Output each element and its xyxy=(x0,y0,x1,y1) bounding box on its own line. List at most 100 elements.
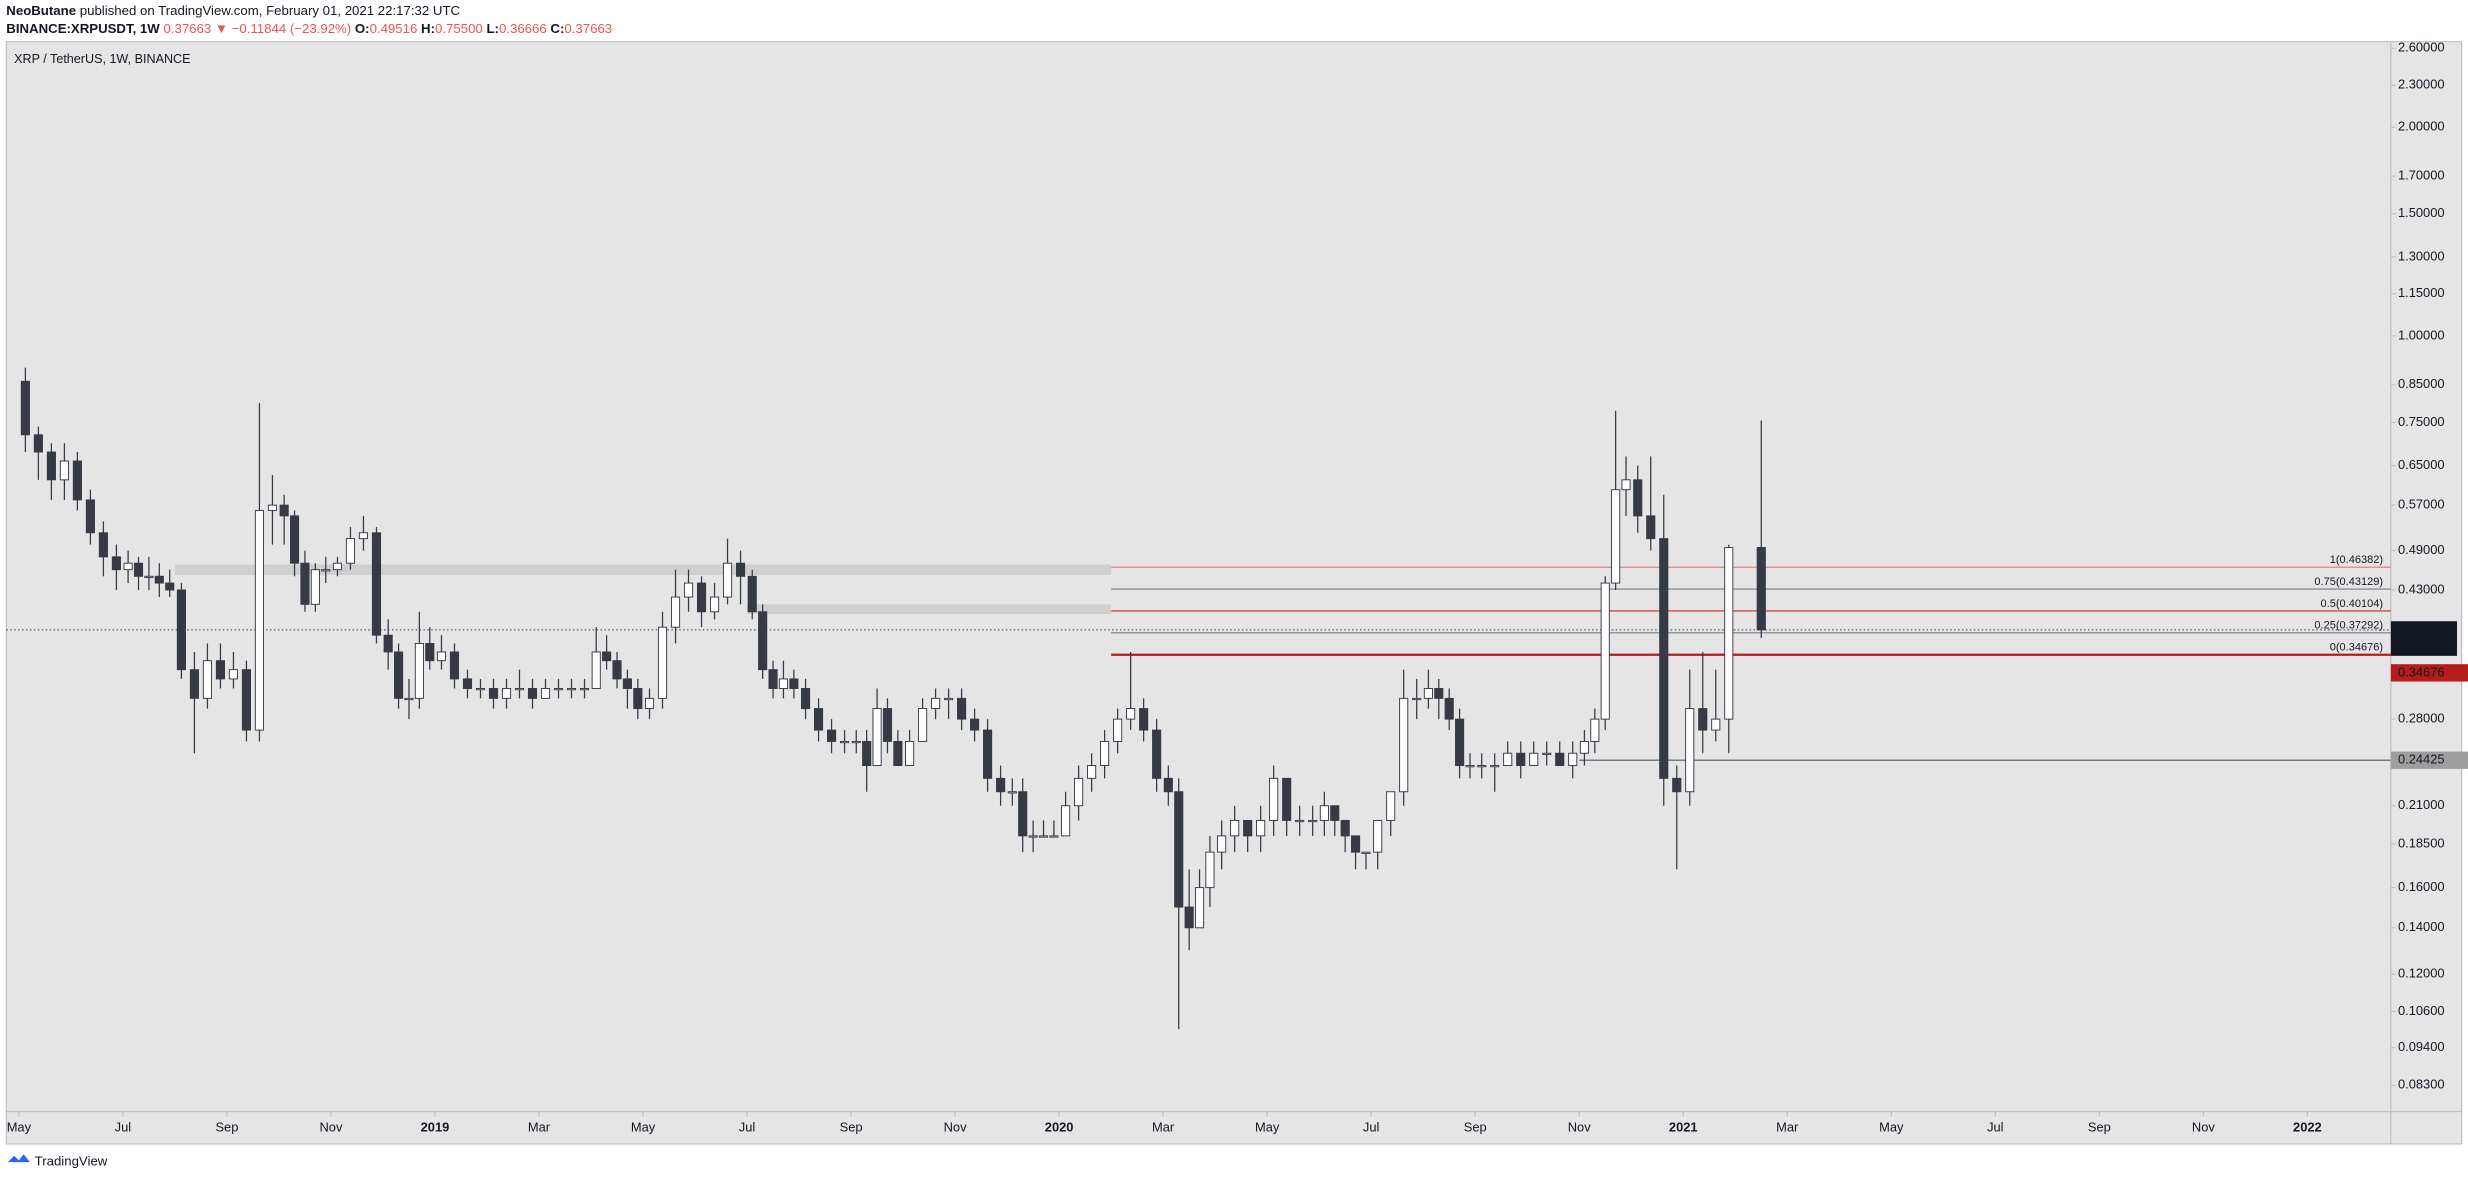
candle-body xyxy=(1529,752,1539,767)
zone xyxy=(174,564,1112,575)
y-tick-label: 1.50000 xyxy=(2398,205,2445,220)
candle-body xyxy=(1126,708,1136,720)
candle-body xyxy=(1724,547,1734,720)
header-line2: BINANCE:XRPUSDT, 1W 0.37663 ▼ −0.11844 (… xyxy=(6,21,612,36)
candle-body xyxy=(133,562,144,577)
candle-body xyxy=(670,596,681,628)
x-tick-label: Jul xyxy=(739,1120,755,1135)
y-tick-label: 0.49000 xyxy=(2398,542,2445,557)
candle-body xyxy=(1340,819,1350,837)
o-value: 0.49516 xyxy=(370,21,418,36)
candle-body xyxy=(1174,791,1184,908)
zone xyxy=(747,604,1112,615)
candle-body xyxy=(1412,697,1422,701)
candle-body xyxy=(425,643,435,662)
price-badge-label: 0.34676 xyxy=(2398,664,2445,679)
candle-body xyxy=(1434,688,1444,699)
candle-body xyxy=(778,678,789,689)
candle-body xyxy=(1018,791,1028,837)
candle-body xyxy=(553,688,564,691)
candle-body xyxy=(1611,489,1621,584)
candle-body xyxy=(1269,777,1279,821)
candle-body xyxy=(1194,887,1205,929)
candle-body xyxy=(983,729,993,779)
candle-body xyxy=(1503,752,1513,767)
candle-body xyxy=(1007,791,1017,794)
candle-body xyxy=(1087,765,1097,779)
candle-body xyxy=(1542,752,1552,755)
candle-body xyxy=(1386,791,1396,821)
candle-body xyxy=(1230,819,1240,837)
y-tick-label: 0.10600 xyxy=(2398,1003,2445,1018)
candle-body xyxy=(1646,515,1656,540)
candle-body xyxy=(722,562,733,598)
candle-body xyxy=(332,562,343,571)
y-tick-label: 0.21000 xyxy=(2398,797,2445,812)
candle-body xyxy=(1600,582,1610,720)
candle-body xyxy=(1444,697,1454,720)
candle-body xyxy=(735,562,746,577)
candle-body xyxy=(747,575,757,613)
footer: TradingView xyxy=(35,1154,108,1169)
countdown: 6d 2h xyxy=(2413,638,2445,653)
candle-body xyxy=(1351,835,1361,853)
candle-body xyxy=(514,688,525,691)
candle-body xyxy=(1295,819,1305,823)
candle-body xyxy=(566,688,577,691)
candle-body xyxy=(862,740,872,767)
y-tick-label: 0.08300 xyxy=(2398,1077,2445,1092)
candle-body xyxy=(957,697,967,720)
candle-body xyxy=(579,688,590,691)
y-tick-label: 0.14000 xyxy=(2398,919,2445,934)
candle-body xyxy=(1685,708,1695,793)
candle-body xyxy=(289,515,300,564)
fib-label: 0.75(0.43129) xyxy=(2314,576,2383,588)
last: 0.37663 xyxy=(163,21,211,36)
candle-body xyxy=(612,660,622,680)
level-badge xyxy=(2390,751,2468,769)
candle-body xyxy=(872,708,882,767)
candle-body xyxy=(20,380,30,436)
o-label: O: xyxy=(355,21,370,36)
candle-body xyxy=(1113,718,1123,742)
y-tick-label: 1.70000 xyxy=(2398,168,2445,183)
x-tick-label: Jul xyxy=(115,1120,131,1135)
candle-body xyxy=(1399,697,1409,793)
y-tick-label: 0.12000 xyxy=(2398,966,2445,981)
candle-body xyxy=(657,626,668,699)
candle-body xyxy=(1243,819,1253,837)
chart-title: XRP / TetherUS, 1W, BINANCE xyxy=(14,52,190,66)
y-tick-label: 0.16000 xyxy=(2398,879,2445,894)
candle-body xyxy=(1698,708,1708,731)
candle-body xyxy=(449,651,460,680)
candle-body xyxy=(758,611,768,671)
candle-body xyxy=(475,688,486,691)
author: NeoButane xyxy=(6,3,76,18)
candle-body xyxy=(1756,547,1766,631)
x-tick-label: Nov xyxy=(319,1120,342,1135)
x-tick-label: May xyxy=(1879,1120,1904,1135)
candle-body xyxy=(1555,752,1565,767)
candle-body xyxy=(840,740,850,744)
candle-body xyxy=(321,569,331,572)
candle-body xyxy=(501,688,512,699)
price-badge xyxy=(2390,664,2468,682)
h-value: 0.75500 xyxy=(435,21,483,36)
candle-body xyxy=(1163,777,1173,793)
fib-label: 0.25(0.37292) xyxy=(2314,620,2383,632)
y-tick-label: 1.30000 xyxy=(2398,248,2445,263)
candle-body xyxy=(696,582,707,613)
y-tick-label: 0.09400 xyxy=(2398,1039,2445,1054)
candle-body xyxy=(1633,479,1643,517)
y-tick-label: 2.60000 xyxy=(2398,40,2445,55)
x-tick-label: Sep xyxy=(1464,1120,1487,1135)
x-tick-label: Nov xyxy=(1568,1120,1591,1135)
candle-body xyxy=(918,708,928,742)
candle-body xyxy=(404,697,414,701)
candle-body xyxy=(345,538,356,564)
candle-body xyxy=(709,596,720,613)
candle-body xyxy=(1074,777,1084,807)
candle-body xyxy=(931,697,941,710)
candle-body xyxy=(882,708,893,742)
